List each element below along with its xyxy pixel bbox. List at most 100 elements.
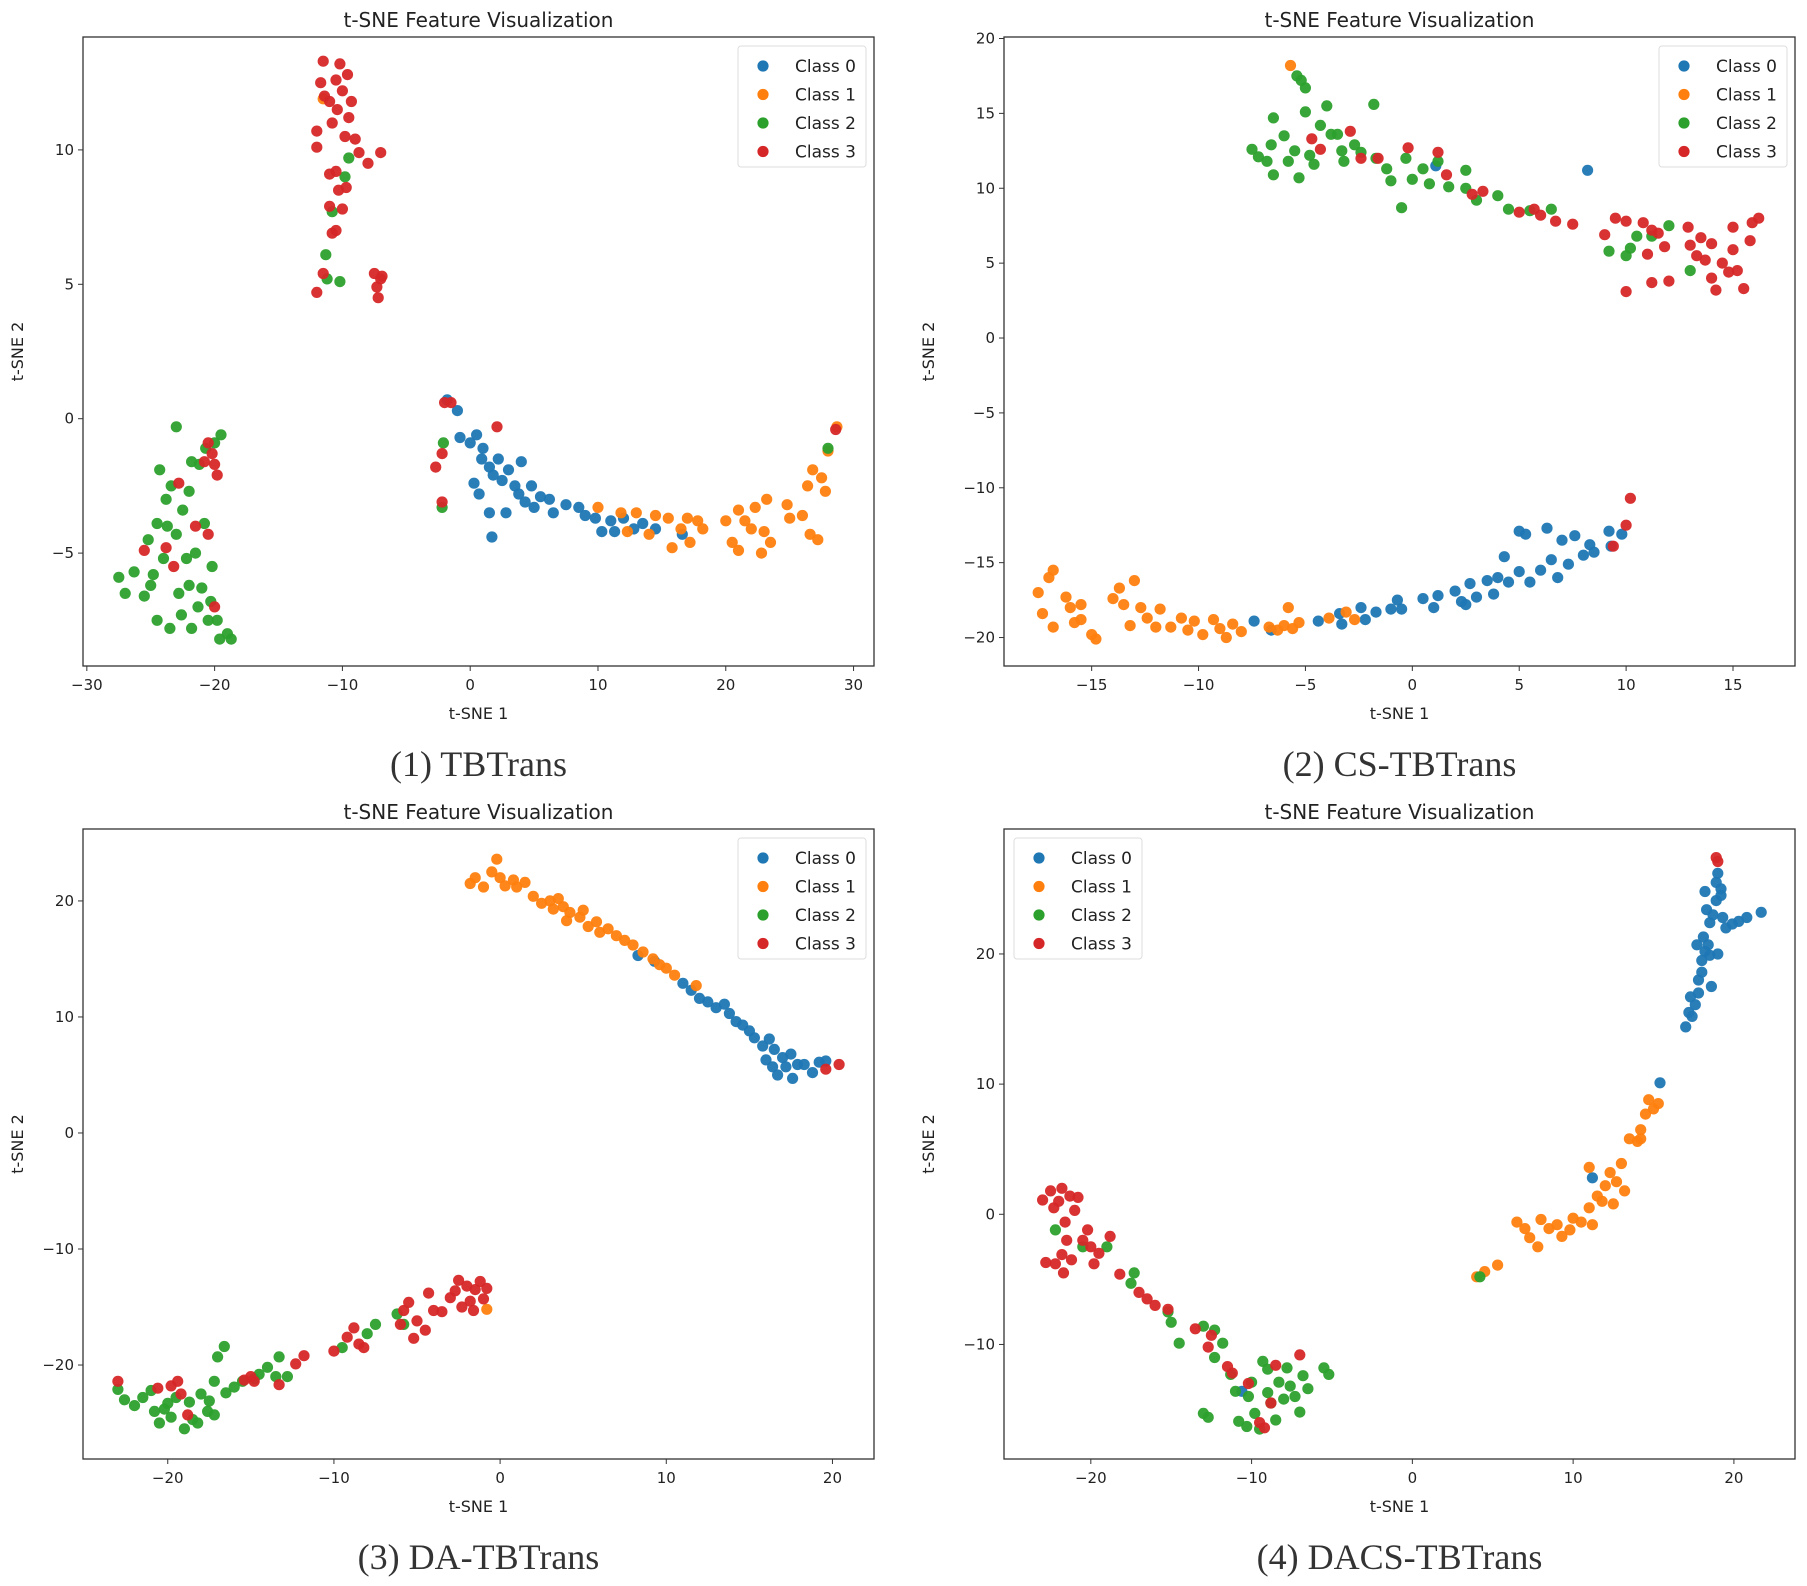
point-class-0 bbox=[1582, 164, 1594, 176]
point-class-3 bbox=[324, 168, 336, 180]
point-class-2 bbox=[208, 1375, 220, 1387]
legend-box bbox=[737, 837, 867, 960]
point-class-1 bbox=[732, 544, 745, 557]
point-class-0 bbox=[1428, 602, 1440, 614]
point-class-2 bbox=[178, 1423, 190, 1435]
point-class-1 bbox=[761, 493, 773, 505]
point-class-3 bbox=[209, 601, 221, 613]
point-class-3 bbox=[1682, 221, 1694, 233]
legend-marker-class-2 bbox=[757, 909, 769, 921]
point-class-0 bbox=[1552, 572, 1564, 584]
point-class-2 bbox=[1252, 151, 1264, 163]
point-class-2 bbox=[160, 493, 172, 505]
point-class-1 bbox=[621, 526, 634, 538]
point-class-0 bbox=[1541, 522, 1553, 534]
point-class-2 bbox=[206, 560, 218, 573]
point-class-3 bbox=[1620, 519, 1632, 531]
point-class-0 bbox=[1702, 939, 1714, 951]
legend-marker-class-1 bbox=[757, 88, 769, 101]
point-class-3 bbox=[160, 542, 172, 554]
point-class-2 bbox=[162, 1397, 174, 1409]
point-class-1 bbox=[1643, 1094, 1655, 1106]
point-class-0 bbox=[483, 507, 495, 519]
y-axis-label: t-SNE 2 bbox=[919, 322, 938, 382]
point-class-3 bbox=[334, 58, 346, 70]
point-class-3 bbox=[477, 1293, 490, 1305]
point-class-2 bbox=[1368, 98, 1380, 110]
point-class-2 bbox=[1684, 265, 1696, 277]
point-class-1 bbox=[1064, 602, 1076, 614]
point-class-3 bbox=[1723, 266, 1735, 278]
point-class-2 bbox=[203, 1395, 215, 1407]
y-tick-label: 10 bbox=[55, 141, 74, 159]
point-class-3 bbox=[333, 184, 345, 196]
point-class-1 bbox=[1060, 591, 1072, 603]
point-class-1 bbox=[1610, 1176, 1623, 1188]
point-class-3 bbox=[1432, 146, 1444, 158]
point-class-3 bbox=[430, 461, 442, 473]
point-class-1 bbox=[1284, 59, 1297, 72]
point-class-2 bbox=[1349, 139, 1361, 151]
x-tick-label: −10 bbox=[327, 676, 359, 694]
legend-marker-class-3 bbox=[757, 145, 769, 158]
point-class-3 bbox=[248, 1375, 260, 1387]
point-class-2 bbox=[173, 587, 185, 600]
point-class-3 bbox=[1641, 248, 1654, 260]
point-class-1 bbox=[1604, 1167, 1616, 1179]
point-class-0 bbox=[543, 493, 556, 505]
point-class-2 bbox=[1233, 1415, 1245, 1427]
point-class-2 bbox=[1273, 1376, 1285, 1388]
point-class-0 bbox=[468, 477, 480, 489]
point-class-1 bbox=[491, 853, 503, 865]
point-class-0 bbox=[1689, 999, 1701, 1011]
point-class-1 bbox=[802, 480, 814, 492]
legend-marker-class-3 bbox=[1033, 937, 1045, 950]
legend-box bbox=[1658, 45, 1788, 168]
point-class-0 bbox=[500, 507, 512, 519]
point-class-3 bbox=[491, 421, 503, 433]
point-class-0 bbox=[1524, 576, 1536, 588]
point-class-3 bbox=[1270, 1359, 1282, 1371]
point-class-2 bbox=[228, 1381, 240, 1393]
point-class-2 bbox=[161, 520, 173, 532]
y-tick-label: 10 bbox=[55, 1008, 74, 1026]
point-class-0 bbox=[1588, 546, 1600, 558]
point-class-1 bbox=[1214, 623, 1226, 635]
point-class-0 bbox=[473, 488, 485, 500]
point-class-3 bbox=[112, 1375, 124, 1387]
point-class-2 bbox=[183, 485, 195, 497]
panel-caption: (4) DACS-TBTrans bbox=[1257, 1537, 1543, 1577]
point-class-1 bbox=[1128, 575, 1140, 587]
point-class-0 bbox=[1569, 530, 1581, 542]
point-class-3 bbox=[436, 448, 448, 460]
point-class-2 bbox=[153, 1417, 165, 1429]
point-class-2 bbox=[138, 590, 150, 602]
point-class-0 bbox=[515, 456, 527, 468]
point-class-3 bbox=[1306, 133, 1318, 145]
point-class-0 bbox=[1717, 911, 1729, 924]
y-tick-label: 20 bbox=[55, 892, 74, 910]
point-class-1 bbox=[519, 876, 531, 889]
x-tick-label: −10 bbox=[318, 1469, 350, 1487]
point-class-3 bbox=[456, 1301, 468, 1313]
x-tick-label: 10 bbox=[588, 676, 607, 694]
point-class-3 bbox=[1659, 241, 1671, 253]
scatter-panel-1: t-SNE Feature Visualization −30 −20 −10 0 10 2… bbox=[8, 8, 875, 784]
point-class-2 bbox=[1261, 155, 1273, 167]
point-class-0 bbox=[605, 515, 617, 527]
point-class-2 bbox=[180, 552, 193, 565]
y-tick-label: 10 bbox=[976, 179, 995, 197]
point-class-3 bbox=[341, 1331, 353, 1343]
point-class-3 bbox=[469, 1284, 481, 1296]
point-class-3 bbox=[1258, 1422, 1271, 1434]
point-class-1 bbox=[1263, 621, 1275, 633]
point-class-2 bbox=[170, 528, 182, 540]
point-class-2 bbox=[437, 437, 449, 449]
point-class-1 bbox=[675, 523, 687, 535]
point-class-2 bbox=[1278, 130, 1290, 142]
point-class-3 bbox=[1085, 1241, 1097, 1253]
point-class-3 bbox=[436, 1306, 448, 1318]
point-class-2 bbox=[1101, 1241, 1113, 1253]
point-class-3 bbox=[1663, 275, 1675, 287]
point-class-3 bbox=[1753, 212, 1765, 224]
